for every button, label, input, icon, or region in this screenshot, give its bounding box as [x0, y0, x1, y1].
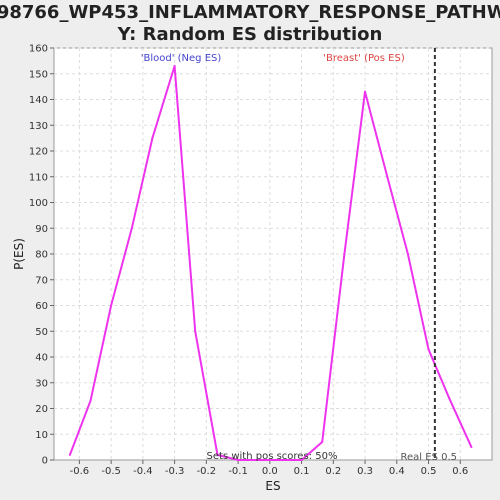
x-tick-label: -0.1	[228, 466, 248, 477]
y-tick-label: 100	[29, 198, 48, 209]
series-point	[278, 459, 281, 461]
series-point	[321, 440, 324, 443]
chart-title-line1: 198766_WP453_INFLAMMATORY_RESPONSE_PATHW…	[0, 2, 500, 23]
series-point	[68, 453, 71, 456]
x-tick-label: -0.3	[165, 466, 185, 477]
y-tick-label: 40	[35, 353, 48, 364]
x-tick-label: 0.4	[389, 466, 405, 477]
real-es-label: Real ES 0.5	[401, 452, 457, 463]
series-point	[130, 227, 133, 230]
x-tick-label: 0.3	[357, 466, 373, 477]
series-point	[406, 253, 409, 255]
y-tick-label: 120	[29, 147, 48, 158]
series-point	[237, 459, 240, 461]
x-tick-label: 0.1	[294, 466, 310, 477]
y-tick-label: 20	[35, 404, 48, 415]
series-point	[300, 459, 303, 461]
x-tick-label: -0.5	[101, 466, 121, 477]
y-tick-label: 0	[42, 456, 48, 467]
y-tick-label: 110	[29, 172, 48, 183]
x-axis-label: ES	[265, 479, 280, 493]
series-point	[194, 330, 197, 333]
pos-es-label: 'Breast' (Pos ES)	[323, 53, 405, 64]
y-tick-label: 30	[35, 378, 48, 389]
series-point	[343, 253, 346, 255]
x-tick-label: -0.6	[70, 466, 90, 477]
y-tick-label: 130	[29, 121, 48, 132]
y-tick-label: 10	[35, 430, 48, 441]
y-axis-label: P(ES)	[12, 238, 26, 270]
y-tick-label: 160	[29, 44, 48, 55]
x-tick-label: -0.4	[133, 466, 153, 477]
y-tick-label: 80	[35, 250, 48, 261]
y-tick-label: 60	[35, 301, 48, 312]
y-tick-label: 140	[29, 95, 48, 106]
series-point	[257, 459, 260, 461]
series-point	[448, 397, 451, 400]
x-tick-label: 0.6	[452, 466, 468, 477]
series-line	[68, 65, 473, 461]
x-tick-label: 0.2	[325, 466, 341, 477]
series-point	[386, 175, 389, 178]
chart-title-line2: Y: Random ES distribution	[117, 24, 383, 45]
neg-es-label: 'Blood' (Neg ES)	[141, 53, 222, 64]
x-tick-label: 0.0	[262, 466, 278, 477]
series-point	[364, 90, 367, 93]
series-point	[470, 446, 473, 449]
x-tick-label: 0.5	[421, 466, 437, 477]
series-point	[427, 348, 430, 351]
series-point	[110, 304, 113, 307]
sets-pos-scores-label: Sets with pos scores: 50%	[207, 451, 338, 462]
series-point	[151, 137, 154, 140]
y-tick-label: 150	[29, 69, 48, 80]
x-tick-label: -0.2	[197, 466, 217, 477]
series-layer	[68, 65, 473, 461]
axis-layer: 0 10 20 30 40 50 60 70 80 90 100 110 120 130 140 150 160…	[29, 44, 468, 478]
y-tick-label: 70	[35, 275, 48, 286]
y-tick-label: 90	[35, 224, 48, 235]
series-point	[216, 453, 219, 456]
series-point	[173, 65, 176, 68]
y-tick-label: 50	[35, 327, 48, 338]
series-point	[89, 399, 92, 402]
